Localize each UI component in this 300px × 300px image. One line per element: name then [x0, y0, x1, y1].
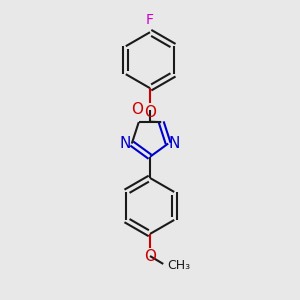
Text: N: N — [169, 136, 180, 151]
Text: O: O — [144, 249, 156, 264]
Text: O: O — [131, 102, 143, 117]
Text: F: F — [146, 13, 154, 27]
Text: CH₃: CH₃ — [167, 259, 190, 272]
Text: N: N — [120, 136, 131, 151]
Text: O: O — [144, 105, 156, 120]
